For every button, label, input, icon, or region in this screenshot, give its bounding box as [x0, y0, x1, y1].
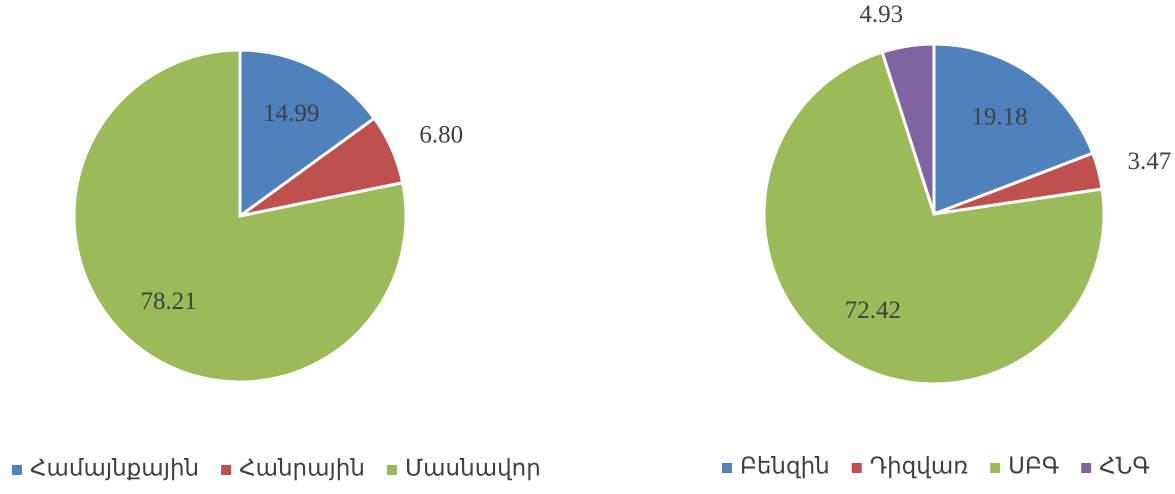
legend-marker: [221, 465, 232, 475]
legend-marker: [386, 465, 397, 475]
pie-slice: [880, 42, 936, 215]
data-label: 19.18: [971, 103, 1027, 130]
legend-label: ՀՆԳ: [1099, 453, 1150, 478]
data-label: 3.47: [1127, 148, 1171, 175]
legend-label: ՍԲԳ: [1008, 453, 1059, 478]
legend-label: Դիզվառ: [870, 453, 968, 478]
legend-label: Համայնքային: [30, 455, 199, 480]
data-label: 4.93: [859, 1, 903, 28]
pie-slice: [932, 42, 1095, 217]
legend-marker: [851, 463, 862, 473]
legend-label: Հանրային: [239, 455, 365, 480]
data-label: 72.42: [845, 297, 901, 324]
legend-label: Բենզին: [740, 453, 830, 478]
data-label: 6.80: [419, 122, 463, 149]
legend-marker: [722, 463, 732, 473]
pie-slice: [72, 48, 408, 384]
data-label: 14.99: [263, 100, 319, 127]
pie-slice: [238, 48, 377, 219]
legend-marker: [1081, 463, 1092, 473]
data-label: 78.21: [140, 288, 196, 315]
legend-marker: [12, 465, 22, 475]
legend-marker: [990, 463, 1001, 473]
legend-label: Մասնավոր: [405, 455, 541, 480]
pie-slice: [762, 50, 1106, 386]
